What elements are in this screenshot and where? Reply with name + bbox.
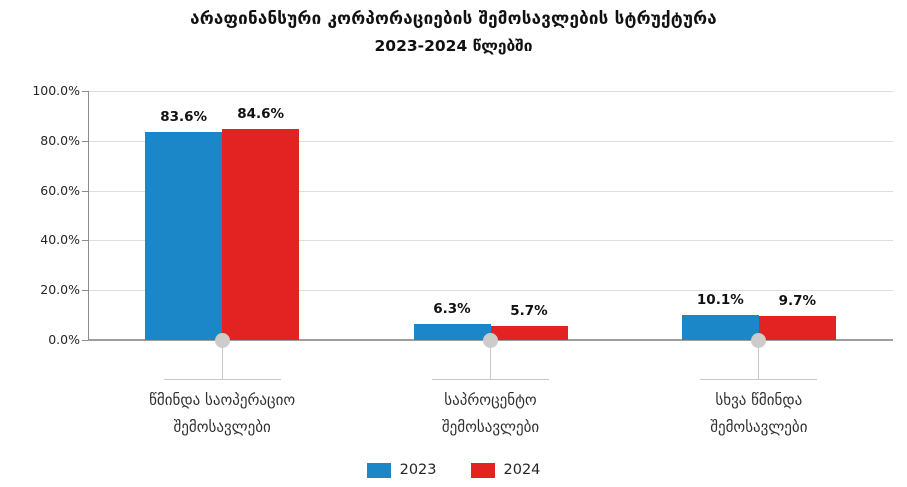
bar-value-label: 9.7% xyxy=(778,292,817,309)
y-axis-label: 80.0% xyxy=(40,132,80,148)
y-axis-label: 20.0% xyxy=(40,282,80,298)
bar-2024 xyxy=(490,325,568,340)
legend: 2023 2024 xyxy=(0,458,907,482)
y-axis-tick xyxy=(82,240,88,242)
chart-subtitle: 2023-2024 წლებში xyxy=(374,37,533,55)
y-axis-label: 40.0% xyxy=(40,232,80,248)
y-axis-tick xyxy=(82,290,88,292)
legend-item-2023: 2023 xyxy=(366,462,437,478)
legend-swatch-2024-icon xyxy=(470,462,495,478)
gridline xyxy=(88,190,893,192)
legend-swatch-2023-icon xyxy=(366,462,391,478)
y-axis-tick xyxy=(82,91,88,92)
gridline xyxy=(88,140,893,142)
chart-title: არაფინანსური კორპორაციების შემოსავლების … xyxy=(190,9,717,29)
category-label-line: შემოსავლები xyxy=(710,418,808,436)
category-marker-dot xyxy=(214,332,230,348)
category-label: საპროცენტო შემოსავლები xyxy=(356,387,624,441)
category-label: სხვა წმინდა შემოსავლები xyxy=(625,387,893,441)
gridline xyxy=(88,290,893,292)
category-leader-line xyxy=(221,340,223,379)
bar-2024 xyxy=(758,315,836,340)
y-axis-line xyxy=(88,91,89,340)
category-label: წმინდა საოპერაციო შემოსავლები xyxy=(88,387,356,441)
y-axis-label: 0.0% xyxy=(48,332,80,347)
bar-value-label: 10.1% xyxy=(696,291,744,308)
y-axis-tick xyxy=(82,190,88,192)
category-label-line: საპროცენტო xyxy=(444,391,537,409)
category-leader-line xyxy=(163,379,281,380)
category-label-line: შემოსავლები xyxy=(441,418,540,436)
y-axis-label: 100.0% xyxy=(32,83,80,98)
category-leader-line xyxy=(700,379,818,380)
legend-label-2024: 2024 xyxy=(503,462,541,478)
bar-2023 xyxy=(145,131,223,340)
category-label-line: წმინდა საოპერაციო xyxy=(149,391,296,409)
y-axis-label: 60.0% xyxy=(40,182,80,198)
legend-item-2024: 2024 xyxy=(470,462,541,478)
legend-label-2023: 2023 xyxy=(399,462,437,478)
gridline xyxy=(88,91,893,92)
y-axis-tick xyxy=(82,340,88,341)
category-leader-line xyxy=(490,340,491,379)
category-label-line: სხვა წმინდა xyxy=(715,391,803,409)
bar-2023 xyxy=(413,324,491,340)
bar-2023 xyxy=(681,314,759,340)
category-leader-line xyxy=(758,340,760,379)
category-marker-dot xyxy=(483,332,498,348)
gridline xyxy=(88,240,893,242)
y-axis-tick xyxy=(82,140,88,142)
category-marker-dot xyxy=(751,332,767,348)
bar-2024 xyxy=(222,129,300,340)
bar-value-label: 84.6% xyxy=(237,106,285,123)
category-leader-line xyxy=(432,379,549,380)
bar-value-label: 83.6% xyxy=(160,108,208,125)
bar-value-label: 6.3% xyxy=(433,301,471,318)
category-label-line: შემოსავლები xyxy=(173,418,271,436)
bar-value-label: 5.7% xyxy=(510,302,548,319)
